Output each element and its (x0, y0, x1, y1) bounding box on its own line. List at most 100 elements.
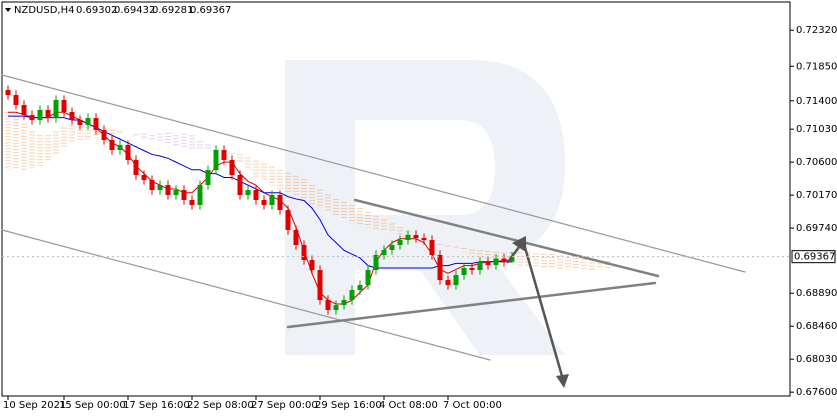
candle-body (101, 129, 107, 141)
candle-body (53, 100, 59, 119)
candle-body (277, 195, 283, 211)
y-tick-label: 0.71850 (796, 61, 837, 72)
watermark (285, 60, 565, 355)
candle-body (285, 210, 291, 230)
candle-body (237, 175, 243, 196)
candle-body (133, 159, 139, 176)
candle-body (189, 200, 195, 205)
candle-body (197, 185, 203, 205)
candle-body (229, 159, 235, 176)
x-tick-label: 22 Sep 08:00 (187, 400, 254, 411)
candle-body (341, 299, 347, 306)
candle-body (317, 270, 323, 300)
candle-body (357, 285, 363, 291)
candle-body (157, 185, 163, 191)
candle-body (509, 256, 515, 262)
candle-body (165, 185, 171, 196)
header-close: 0.69367 (190, 5, 231, 16)
header-high: 0.69432 (114, 5, 155, 16)
y-tick-label: 0.72320 (796, 25, 837, 36)
candle-body (325, 299, 331, 311)
header-low: 0.69281 (152, 5, 193, 16)
candle-body (429, 240, 435, 255)
indicator-line (8, 115, 512, 269)
symbol: NZDUSD,H4 (14, 5, 74, 16)
candle-body (405, 234, 411, 241)
candle-body (437, 254, 443, 281)
y-tick-label: 0.68890 (796, 288, 837, 299)
candle-body (37, 109, 43, 121)
candle-body (293, 229, 299, 246)
plot-border (1, 1, 791, 397)
candle-body (77, 120, 83, 126)
last-price-label: 0.69367 (794, 252, 835, 263)
candle-body (269, 195, 275, 205)
candle-body (117, 145, 123, 151)
candle-body (181, 190, 187, 201)
candle-body (213, 150, 219, 171)
candle-body (109, 140, 115, 151)
y-tick-label: 0.71030 (796, 124, 837, 135)
triangle-lower (286, 281, 657, 329)
x-tick-label: 4 Oct 08:00 (379, 400, 438, 411)
candle-body (349, 290, 355, 300)
header-icon (5, 8, 11, 12)
candle-body (21, 105, 27, 116)
candle-body (453, 275, 459, 286)
header-open: 0.69302 (76, 5, 117, 16)
candle-body (5, 90, 11, 96)
last-price-box (791, 250, 836, 264)
candle-body (309, 260, 315, 271)
candle-body (365, 270, 371, 286)
x-tick-label: 7 Oct 00:00 (443, 400, 502, 411)
candle-body (125, 145, 131, 160)
candle-body (397, 240, 403, 246)
candle-body (381, 250, 387, 255)
y-tick-label: 0.69740 (796, 223, 837, 234)
candle-body (501, 258, 507, 263)
candle-body (221, 150, 227, 160)
x-tick-label: 15 Sep 00:00 (59, 400, 126, 411)
y-tick-label: 0.67600 (796, 387, 837, 398)
candle-body (477, 262, 483, 271)
channel-lower (1, 229, 491, 361)
candle-body (61, 100, 67, 113)
header: NZDUSD,H4 0.69302 0.69432 0.69281 0.6936… (5, 5, 231, 16)
candle-body (445, 280, 451, 286)
y-tick-label: 0.71400 (796, 96, 837, 107)
y-tick-label: 0.70600 (796, 157, 837, 168)
candle-body (45, 109, 51, 119)
candle-body (461, 268, 467, 276)
candle-body (389, 245, 395, 251)
candle-body (413, 234, 419, 239)
candle-body (469, 268, 475, 271)
candle-body (205, 170, 211, 186)
y-tick-label: 0.68030 (796, 354, 837, 365)
candle-body (493, 258, 499, 266)
candle-body (13, 95, 19, 105)
triangle-upper (353, 198, 660, 278)
arrow-head (512, 236, 526, 252)
candle-body (93, 118, 99, 130)
x-tick-label: 17 Sep 16:00 (123, 400, 190, 411)
trend-lines (1, 74, 746, 388)
candle-body (301, 245, 307, 261)
candle-body (141, 175, 147, 180)
candle-body (253, 190, 259, 201)
candle-body (69, 112, 75, 121)
candle-body (485, 262, 491, 266)
candle-body (149, 179, 155, 191)
x-tick-label: 27 Sep 00:00 (251, 400, 318, 411)
candle-body (29, 115, 35, 121)
candle-body (333, 305, 339, 311)
x-tick-label: 29 Sep 16:00 (315, 400, 382, 411)
candle-body (173, 190, 179, 196)
forecast-arrow-down (522, 242, 564, 378)
y-tick-label: 0.68460 (796, 321, 837, 332)
candle-body (373, 254, 379, 271)
y-tick-label: 0.70170 (796, 190, 837, 201)
x-tick-label: 10 Sep 2021 (3, 400, 66, 411)
candle-body (261, 200, 267, 205)
candle-body (245, 190, 251, 196)
